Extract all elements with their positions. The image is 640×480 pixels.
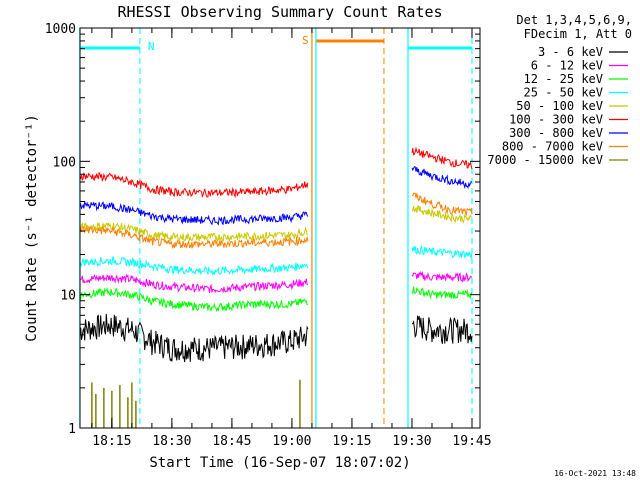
legend-label-7: 800 - 7000 keV — [502, 140, 603, 154]
legend-header-1: Det 1,3,4,5,6,9, — [516, 13, 632, 27]
series-5 — [79, 146, 473, 199]
x-tick-label-4: 19:15 — [332, 434, 371, 449]
y-tick-label-3: 1000 — [45, 22, 76, 37]
trace-seg1 — [79, 221, 309, 243]
x-tick-label-5: 19:30 — [392, 434, 431, 449]
flag-N-label: N — [148, 40, 155, 53]
y-axis-label: Count Rate (s⁻¹ detector⁻¹) — [24, 114, 40, 342]
trace-seg2 — [411, 315, 473, 344]
series-0 — [79, 313, 473, 363]
legend: Det 1,3,4,5,6,9, FDecim 1, Att 0 3 - 6 k… — [487, 13, 632, 167]
legend-label-4: 50 - 100 keV — [516, 99, 603, 113]
plot-frame — [79, 27, 481, 429]
legend-label-0: 3 - 6 keV — [538, 45, 603, 59]
trace-seg2 — [411, 205, 473, 224]
series-1 — [79, 270, 473, 294]
trace-seg1 — [79, 313, 309, 363]
series-8 — [91, 379, 301, 428]
trace-seg1 — [79, 256, 309, 277]
series-4 — [79, 205, 473, 243]
trace-seg2 — [411, 286, 473, 300]
trace-seg1 — [79, 273, 309, 294]
trace-seg2 — [411, 146, 473, 170]
legend-label-2: 12 - 25 keV — [524, 72, 603, 86]
legend-header-2: FDecim 1, Att 0 — [524, 27, 632, 41]
flag-S-label: S — [302, 34, 309, 47]
legend-label-1: 6 - 12 keV — [531, 59, 603, 73]
x-tick-label-2: 18:45 — [212, 434, 251, 449]
legend-label-8: 7000 - 15000 keV — [487, 153, 603, 167]
series-6 — [79, 166, 473, 226]
legend-label-5: 100 - 300 keV — [509, 113, 603, 127]
legend-label-6: 300 - 800 keV — [509, 126, 603, 140]
series-7 — [79, 192, 473, 250]
trace-seg1 — [79, 201, 309, 226]
x-tick-label-1: 18:30 — [152, 434, 191, 449]
trace-seg2 — [412, 192, 473, 217]
axis-layer: 1 10 100 1000 18:15 18:30 18:45 19:00 19:15 19:30… — [45, 22, 492, 449]
trace-seg1 — [79, 225, 309, 250]
trace-seg2 — [411, 166, 473, 190]
timestamp-label: 16-Oct-2021 13:48 — [554, 469, 636, 478]
chart-title: RHESSI Observing Summary Count Rates — [117, 3, 442, 21]
y-tick-label-0: 1 — [68, 422, 76, 437]
y-tick-label-1: 10 — [60, 289, 76, 304]
series-3 — [79, 245, 473, 277]
y-tick-label-2: 100 — [53, 155, 76, 170]
legend-label-3: 25 - 50 keV — [524, 86, 603, 100]
x-axis-label: Start Time (16-Sep-07 18:07:02) — [149, 455, 410, 471]
trace-seg2 — [411, 245, 473, 259]
trace-seg1 — [79, 287, 309, 313]
series-2 — [79, 286, 473, 313]
trace-seg2 — [411, 270, 473, 283]
trace-seg1 — [79, 171, 309, 199]
x-tick-label-3: 19:00 — [272, 434, 311, 449]
x-tick-label-0: 18:15 — [92, 434, 131, 449]
x-tick-label-6: 19:45 — [452, 434, 491, 449]
data-layer — [79, 146, 473, 428]
